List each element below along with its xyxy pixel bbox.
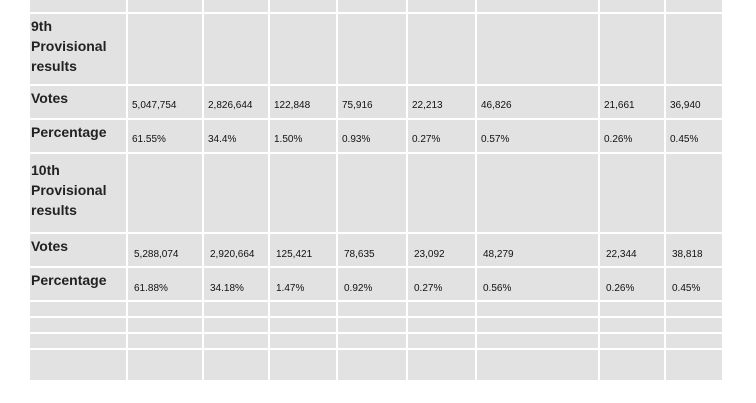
votes-cell: 38,818 xyxy=(666,234,722,266)
percentage-cell: 0.26% xyxy=(600,268,664,300)
section-heading: 10th Provisional results xyxy=(30,154,126,232)
percentage-cell: 0.26% xyxy=(600,120,664,152)
percentage-cell: 0.56% xyxy=(477,268,598,300)
table-row-empty xyxy=(30,334,722,348)
table-row-empty xyxy=(30,350,722,380)
votes-cell: 36,940 xyxy=(666,86,722,118)
section-heading-row: 9th Provisional results xyxy=(30,14,722,84)
votes-cell: 125,421 xyxy=(270,234,336,266)
votes-cell: 48,279 xyxy=(477,234,598,266)
votes-cell: 22,213 xyxy=(408,86,475,118)
percentage-cell: 0.27% xyxy=(408,120,475,152)
percentage-label: Percentage xyxy=(30,268,126,300)
votes-label: Votes xyxy=(30,234,126,266)
percentage-cell: 0.57% xyxy=(477,120,598,152)
percentage-cell: 0.45% xyxy=(666,120,722,152)
table-row-empty xyxy=(30,302,722,316)
votes-cell: 2,920,664 xyxy=(204,234,268,266)
percentage-cell: 34.4% xyxy=(204,120,268,152)
table-row-empty xyxy=(30,318,722,332)
votes-row: Votes 5,288,074 2,920,664 125,421 78,635… xyxy=(30,234,722,266)
percentage-cell: 0.93% xyxy=(338,120,406,152)
votes-cell: 5,047,754 xyxy=(128,86,202,118)
votes-cell: 122,848 xyxy=(270,86,336,118)
table-row-top-partial xyxy=(30,0,722,12)
votes-cell: 2,826,644 xyxy=(204,86,268,118)
votes-label: Votes xyxy=(30,86,126,118)
votes-cell: 23,092 xyxy=(408,234,475,266)
percentage-cell: 0.45% xyxy=(666,268,722,300)
votes-cell: 5,288,074 xyxy=(128,234,202,266)
percentage-cell: 0.92% xyxy=(338,268,406,300)
percentage-cell: 0.27% xyxy=(408,268,475,300)
votes-cell: 75,916 xyxy=(338,86,406,118)
votes-cell: 21,661 xyxy=(600,86,664,118)
votes-cell: 46,826 xyxy=(477,86,598,118)
percentage-cell: 61.55% xyxy=(128,120,202,152)
provisional-results-table: 9th Provisional results Votes 5,047,754 … xyxy=(28,0,724,382)
votes-cell: 22,344 xyxy=(600,234,664,266)
percentage-label: Percentage xyxy=(30,120,126,152)
section-heading: 9th Provisional results xyxy=(30,14,126,84)
votes-cell: 78,635 xyxy=(338,234,406,266)
percentage-row: Percentage 61.88% 34.18% 1.47% 0.92% 0.2… xyxy=(30,268,722,300)
votes-row: Votes 5,047,754 2,826,644 122,848 75,916… xyxy=(30,86,722,118)
percentage-row: Percentage 61.55% 34.4% 1.50% 0.93% 0.27… xyxy=(30,120,722,152)
percentage-cell: 61.88% xyxy=(128,268,202,300)
percentage-cell: 1.50% xyxy=(270,120,336,152)
percentage-cell: 1.47% xyxy=(270,268,336,300)
percentage-cell: 34.18% xyxy=(204,268,268,300)
section-heading-row: 10th Provisional results xyxy=(30,154,722,232)
